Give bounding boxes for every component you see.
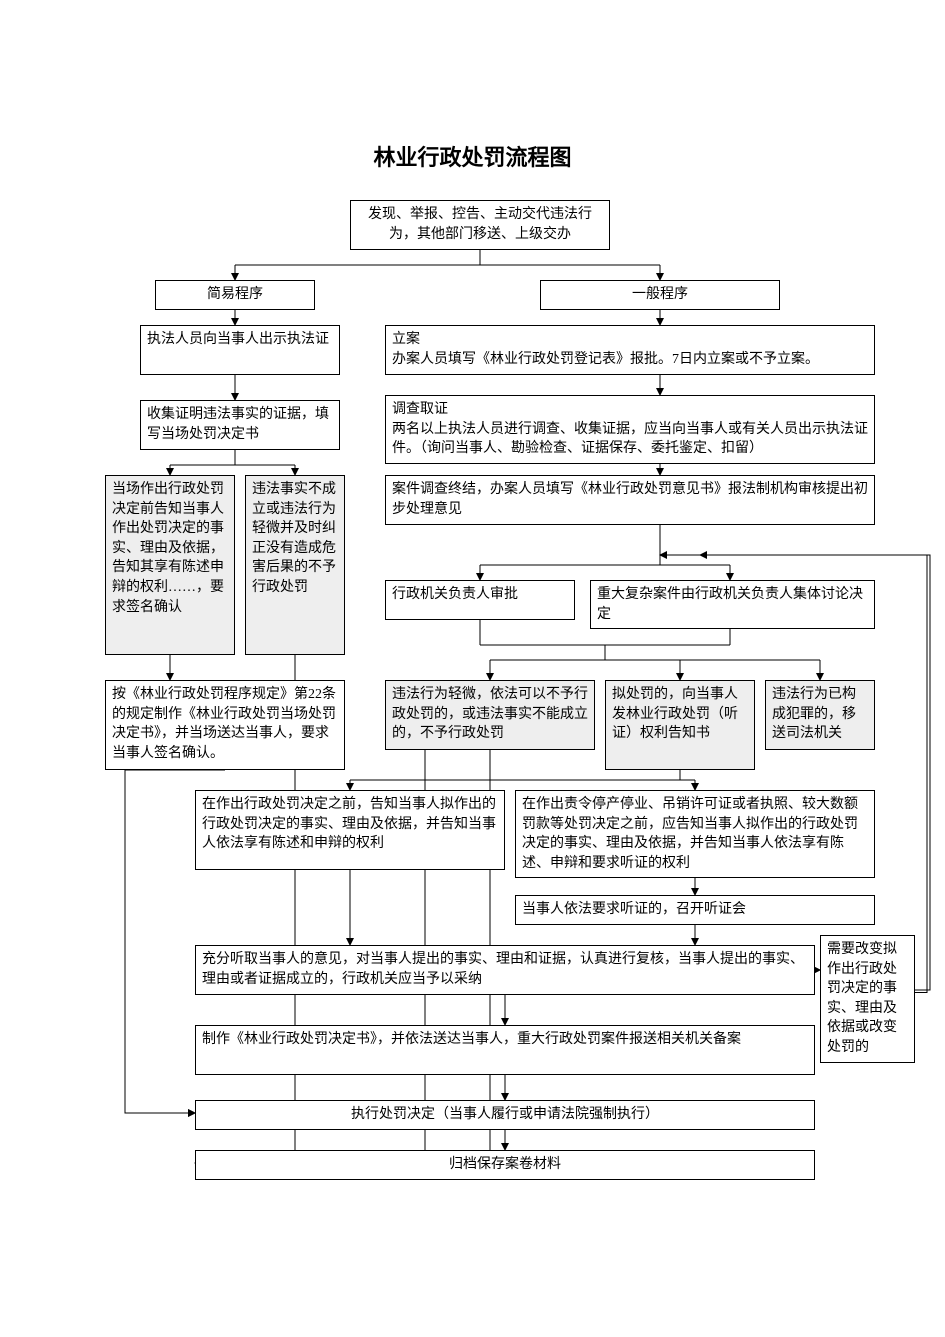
node-n_inform_a: 在作出行政处罚决定之前，告知当事人拟作出的行政处罚决定的事实、理由及依据，并告知…: [195, 790, 505, 870]
node-n_sl2: 收集证明违法事实的证据，填写当场处罚决定书: [140, 400, 340, 450]
node-n_gl4b: 重大复杂案件由行政机关负责人集体讨论决定: [590, 580, 875, 629]
node-n_gl5a: 违法行为轻微，依法可以不予行政处罚的，或违法事实不能成立的，不予行政处罚: [385, 680, 595, 750]
node-n_sl3a: 当场作出行政处罚决定前告知当事人作出处罚决定的事实、理由及依据，告知其享有陈述申…: [105, 475, 235, 655]
node-n_general: 一般程序: [540, 280, 780, 310]
node-n_inform_b: 在作出责令停产停业、吊销许可证或者执照、较大数额罚款等处罚决定之前，应告知当事人…: [515, 790, 875, 878]
node-n_doc: 制作《林业行政处罚决定书》，并依法送达当事人，重大行政处罚案件报送相关机关备案: [195, 1025, 815, 1075]
node-n_review: 充分听取当事人的意见，对当事人提出的事实、理由和证据，认真进行复核，当事人提出的…: [195, 945, 815, 995]
node-n_gl5b: 拟处罚的，向当事人发林业行政处罚（听证）权利告知书: [605, 680, 755, 770]
node-n_start: 发现、举报、控告、主动交代违法行为，其他部门移送、上级交办: [350, 200, 610, 250]
node-n_gl3: 案件调查终结，办案人员填写《林业行政处罚意见书》报法制机构审核提出初步处理意见: [385, 475, 875, 525]
node-n_exec: 执行处罚决定（当事人履行或申请法院强制执行）: [195, 1100, 815, 1130]
node-n_gl5c: 违法行为已构成犯罪的，移送司法机关: [765, 680, 875, 750]
page-root: 林业行政处罚流程图 发现、举报、控告、主动交代违法行为，其他部门移送、上级交办简…: [0, 0, 945, 1337]
node-n_sl3b: 违法事实不成立或违法行为轻微并及时纠正没有造成危害后果的不予行政处罚: [245, 475, 345, 655]
node-n_simple: 简易程序: [155, 280, 315, 310]
node-n_sl1: 执法人员向当事人出示执法证: [140, 325, 340, 375]
node-n_sl4: 按《林业行政处罚程序规定》第22条的规定制作《林业行政处罚当场处罚决定书》，并当…: [105, 680, 345, 770]
node-n_gl1: 立案办案人员填写《林业行政处罚登记表》报批。7日内立案或不予立案。: [385, 325, 875, 375]
node-n_hearing: 当事人依法要求听证的，召开听证会: [515, 895, 875, 925]
node-n_gl2: 调查取证两名以上执法人员进行调查、收集证据，应当向当事人或有关人员出示执法证件。…: [385, 395, 875, 464]
node-n_gl4a: 行政机关负责人审批: [385, 580, 575, 620]
page-title: 林业行政处罚流程图: [0, 140, 945, 172]
node-n_archive: 归档保存案卷材料: [195, 1150, 815, 1180]
node-n_change: 需要改变拟作出行政处罚决定的事实、理由及依据或改变处罚的: [820, 935, 915, 1063]
